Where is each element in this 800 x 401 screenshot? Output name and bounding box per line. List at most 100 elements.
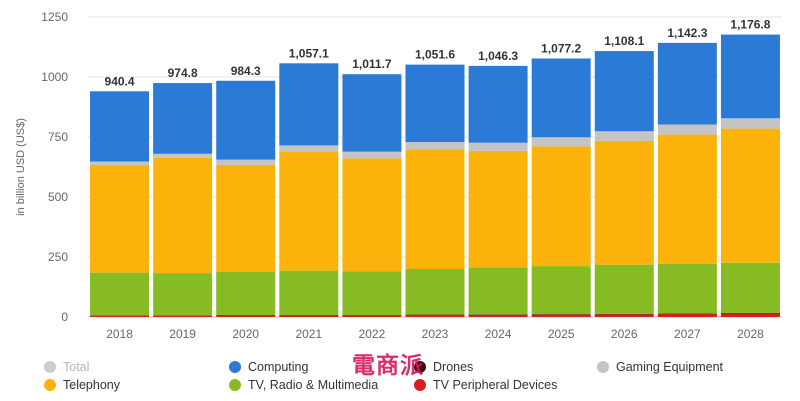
legend-item-tv-peripheral-devices[interactable]: TV Peripheral Devices xyxy=(414,378,557,392)
bar-segment-telephony[interactable] xyxy=(342,158,402,272)
legend-item-total[interactable]: Total xyxy=(44,360,89,374)
bar-segment-tv-radio-multimedia[interactable] xyxy=(216,271,276,316)
bar-segment-tv-peripheral-devices[interactable] xyxy=(279,315,339,317)
bar-segment-tv-peripheral-devices[interactable] xyxy=(90,315,150,317)
bar-segment-computing[interactable] xyxy=(216,80,276,160)
bar-segment-gaming-equipment[interactable] xyxy=(531,137,591,147)
bar-segment-computing[interactable] xyxy=(342,74,402,152)
y-axis-label: in billion USD (US$) xyxy=(15,118,27,216)
bar-segment-gaming-equipment[interactable] xyxy=(468,142,528,151)
bar-segment-tv-radio-multimedia[interactable] xyxy=(90,272,150,316)
bar-segment-tv-radio-multimedia[interactable] xyxy=(405,269,465,315)
bar-segment-tv-peripheral-devices[interactable] xyxy=(720,313,780,317)
bar-segment-tv-radio-multimedia[interactable] xyxy=(279,270,339,316)
bar-segment-tv-radio-multimedia[interactable] xyxy=(594,264,654,314)
legend-label: Total xyxy=(63,360,90,374)
total-data-label: 1,051.6 xyxy=(415,48,455,62)
x-axis: 2018 2019 2020 2021 2022 2023 2024 2025 2026 2027… xyxy=(106,327,764,341)
bar-segment-gaming-equipment[interactable] xyxy=(153,153,213,158)
x-tick-label: 2026 xyxy=(611,327,638,341)
legend-swatch-total xyxy=(44,361,56,373)
x-tick-label: 2023 xyxy=(422,327,449,341)
legend-label: TV Peripheral Devices xyxy=(433,378,558,392)
watermark-logo: 電商派 xyxy=(352,352,424,379)
bar-segment-tv-radio-multimedia[interactable] xyxy=(342,271,402,316)
bar-segment-telephony[interactable] xyxy=(531,146,591,267)
bar-segment-tv-peripheral-devices[interactable] xyxy=(594,314,654,317)
bar-segment-computing[interactable] xyxy=(153,83,213,154)
bar-segment-computing[interactable] xyxy=(279,63,339,146)
bar-segment-tv-radio-multimedia[interactable] xyxy=(153,273,213,316)
legend-item-telephony[interactable]: Telephony xyxy=(44,378,120,392)
legend-label: Gaming Equipment xyxy=(616,360,724,374)
y-tick-label: 750 xyxy=(48,130,68,144)
bar-segment-gaming-equipment[interactable] xyxy=(720,118,780,129)
legend-item-gaming-equipment[interactable]: Gaming Equipment xyxy=(597,360,723,374)
bar-segment-computing[interactable] xyxy=(90,91,150,162)
legend-swatch-gaming-equipment xyxy=(597,361,609,373)
y-tick-label: 250 xyxy=(48,250,68,264)
bar-segment-telephony[interactable] xyxy=(90,165,150,273)
bar-segment-tv-peripheral-devices[interactable] xyxy=(405,315,465,317)
bar-segment-tv-peripheral-devices[interactable] xyxy=(153,315,213,317)
legend-swatch-computing xyxy=(229,361,241,373)
bar-segment-telephony[interactable] xyxy=(594,140,654,265)
legend-label: TV, Radio & Multimedia xyxy=(248,378,379,392)
bar-segment-tv-peripheral-devices[interactable] xyxy=(216,315,276,317)
bar-segment-tv-peripheral-devices[interactable] xyxy=(468,314,528,317)
bar-segment-tv-radio-multimedia[interactable] xyxy=(657,263,717,314)
x-tick-label: 2020 xyxy=(232,327,259,341)
total-data-label: 1,011.7 xyxy=(352,57,392,71)
bar-segment-gaming-equipment[interactable] xyxy=(90,161,150,166)
legend-item-drones[interactable]: Drones xyxy=(414,360,473,374)
legend-swatch-telephony xyxy=(44,379,56,391)
bar-segment-telephony[interactable] xyxy=(405,149,465,269)
bar-segment-telephony[interactable] xyxy=(720,128,780,263)
y-tick-label: 1000 xyxy=(41,70,68,84)
x-tick-label: 2028 xyxy=(737,327,764,341)
bar-segment-computing[interactable] xyxy=(657,42,717,125)
bar-segment-telephony[interactable] xyxy=(279,151,339,271)
legend-swatch-tv-radio-multimedia xyxy=(229,379,241,391)
bar-segment-gaming-equipment[interactable] xyxy=(405,142,465,150)
bar-segment-computing[interactable] xyxy=(594,51,654,132)
bars xyxy=(90,34,780,317)
bar-segment-gaming-equipment[interactable] xyxy=(657,124,717,135)
bar-segment-computing[interactable] xyxy=(468,65,528,143)
bar-segment-gaming-equipment[interactable] xyxy=(594,131,654,141)
bar-segment-tv-peripheral-devices[interactable] xyxy=(531,314,591,317)
bar-segment-tv-radio-multimedia[interactable] xyxy=(468,267,528,315)
bar-segment-telephony[interactable] xyxy=(153,157,213,274)
bar-segment-gaming-equipment[interactable] xyxy=(216,159,276,165)
x-tick-label: 2021 xyxy=(295,327,322,341)
bar-segment-computing[interactable] xyxy=(405,64,465,143)
bar-segment-tv-peripheral-devices[interactable] xyxy=(342,315,402,317)
total-data-label: 1,077.2 xyxy=(541,41,581,55)
total-data-label: 974.8 xyxy=(168,66,198,80)
bar-segment-computing[interactable] xyxy=(720,34,780,119)
total-data-label: 1,108.1 xyxy=(604,34,644,48)
bar-segment-telephony[interactable] xyxy=(216,164,276,272)
total-data-label: 1,142.3 xyxy=(667,26,707,40)
legend-swatch-tv-peripheral-devices xyxy=(414,379,426,391)
x-tick-label: 2027 xyxy=(674,327,701,341)
legend: Total Computing Drones Gaming Equipment … xyxy=(0,354,800,401)
legend-item-tv-radio-multimedia[interactable]: TV, Radio & Multimedia xyxy=(229,378,378,392)
legend-swatch-drones xyxy=(414,361,426,373)
bar-segment-tv-radio-multimedia[interactable] xyxy=(531,266,591,315)
y-tick-label: 500 xyxy=(48,190,68,204)
legend-label: Telephony xyxy=(63,378,120,392)
total-data-label: 1,046.3 xyxy=(478,49,518,63)
bar-segment-telephony[interactable] xyxy=(657,134,717,264)
bar-segment-tv-radio-multimedia[interactable] xyxy=(720,262,780,313)
bar-segment-gaming-equipment[interactable] xyxy=(342,151,402,159)
legend-label: Drones xyxy=(433,360,474,374)
legend-item-computing[interactable]: Computing xyxy=(229,360,308,374)
total-labels: 940.4 974.8 984.3 1,057.1 1,011.7 1,051.6 1,04… xyxy=(105,18,771,89)
x-tick-label: 2022 xyxy=(359,327,386,341)
bar-segment-gaming-equipment[interactable] xyxy=(279,145,339,152)
bar-segment-tv-peripheral-devices[interactable] xyxy=(657,313,717,317)
bar-segment-computing[interactable] xyxy=(531,58,591,138)
bar-segment-telephony[interactable] xyxy=(468,150,528,268)
